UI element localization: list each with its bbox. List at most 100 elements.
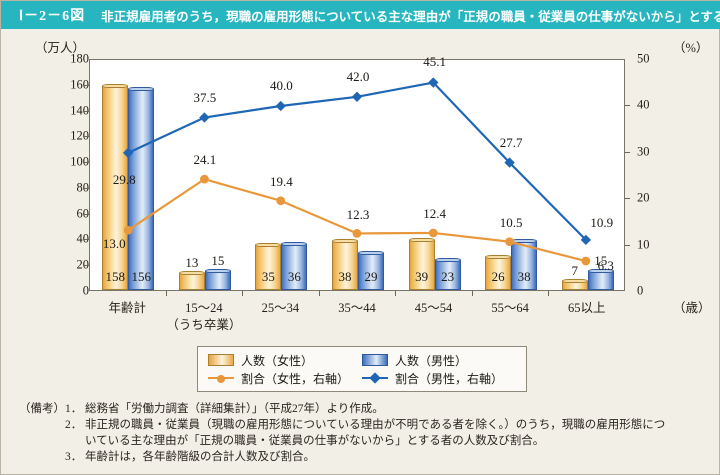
legend-label-rate-male: 割合（男性，右軸）	[395, 371, 504, 386]
left-axis-tick-mark	[84, 239, 89, 241]
rate-marker-female	[428, 228, 438, 238]
right-axis-tick-label: 20	[637, 190, 650, 205]
bar-top-cap	[587, 268, 614, 273]
rate-marker-female	[505, 237, 514, 247]
note-text-continued: いている主な理由が「正規の職員・従業員の仕事がないから」とする者の人数及び割合。	[85, 435, 545, 447]
bar-value-label: 15	[594, 252, 608, 268]
note-spacer	[19, 449, 65, 465]
rate-marker-male	[199, 112, 210, 123]
rate-value-label-male: 29.8	[112, 171, 136, 187]
rate-marker-female	[581, 256, 591, 266]
diamond-marker-icon	[369, 372, 381, 384]
bar-value-label: 13	[185, 255, 199, 271]
rate-marker-female	[276, 196, 286, 206]
bar-value-label: 7	[571, 262, 578, 278]
bar-top-cap	[434, 258, 461, 263]
bar-top-cap	[408, 237, 435, 242]
left-axis-tick-mark	[84, 84, 89, 86]
x-axis-tick-mark	[242, 291, 244, 296]
bar-top-cap	[255, 242, 282, 247]
note-text: 年齢計は，各年齢階級の合計人数及び割合。	[85, 451, 315, 463]
left-axis-tick-label: 60	[76, 206, 90, 221]
bar-value-label: 23	[441, 269, 455, 284]
bar-value-label: 26	[491, 269, 505, 284]
bar-top-cap	[178, 271, 205, 276]
left-axis-unit: （万人）	[35, 41, 86, 55]
legend-label-count-male: 人数（男性）	[395, 353, 468, 368]
left-axis-tick-mark	[84, 110, 89, 112]
note-number: 3．	[65, 451, 83, 463]
bar-male: 15	[204, 253, 231, 290]
x-axis-category-label: 45～54	[414, 301, 453, 315]
bar-top-cap	[102, 84, 129, 89]
bar-value-label: 158	[105, 269, 126, 284]
rate-value-label-female: 19.4	[270, 173, 293, 189]
note-item: （備考） 1． 総務省「労働力調査（詳細集計）」（平成27年）より作成。	[19, 401, 709, 417]
legend-row-counts: 人数（女性） 人数（男性）	[208, 351, 516, 369]
rate-value-label-female: 13.0	[102, 235, 126, 251]
rate-marker-female	[352, 229, 362, 238]
bar-value-label: 15	[211, 252, 225, 268]
rate-marker-male	[504, 157, 515, 168]
bar-top-cap	[332, 239, 358, 244]
x-axis-category-label: 25～34	[261, 301, 300, 315]
left-axis-tick-label: 180	[70, 51, 89, 66]
x-axis-category-label: 65以上	[567, 301, 606, 315]
rate-value-label-male: 37.5	[193, 90, 217, 105]
right-axis-unit: （%）	[673, 41, 709, 55]
left-axis-tick-label: 20	[76, 257, 90, 272]
rate-marker-male	[580, 234, 592, 246]
bar-top-cap	[128, 86, 155, 91]
right-axis-tick-mark	[625, 244, 630, 246]
right-axis-tick-label: 30	[637, 144, 650, 159]
legend-label-rate-female: 割合（女性，右軸）	[241, 371, 350, 386]
x-axis-category-sublabel: （うち卒業）	[166, 318, 242, 332]
right-axis-tick-mark	[625, 151, 630, 153]
note-number: 2．	[65, 419, 83, 431]
note-item-continued: いている主な理由が「正規の職員・従業員の仕事がないから」とする者の人数及び割合。	[19, 433, 709, 449]
rate-value-label-male: 45.1	[423, 53, 446, 69]
rate-marker-male	[275, 100, 286, 112]
legend-item-count-male: 人数（男性）	[362, 352, 516, 369]
figure-notes: （備考） 1． 総務省「労働力調査（詳細集計）」（平成27年）より作成。 2． …	[19, 401, 709, 465]
left-axis-tick-mark	[84, 187, 89, 189]
left-axis-tick-mark	[84, 136, 89, 138]
bar-top-cap	[485, 254, 512, 259]
bar-top-cap	[204, 268, 231, 273]
x-axis-category-label: 15～24	[185, 301, 223, 315]
bar-value-label: 39	[415, 269, 429, 284]
left-axis-tick-label: 140	[70, 103, 89, 118]
bars-layer: 158 156 13 15 35 36 38 29 39 23 26 38 7 15	[90, 60, 624, 290]
bar-value-label: 38	[517, 269, 531, 284]
right-axis-tick-label: 40	[637, 97, 650, 112]
legend-row-rates: 割合（女性，右軸） 割合（男性，右軸）	[208, 369, 516, 387]
right-axis-tick-mark	[625, 105, 630, 107]
bar-female: 158	[102, 84, 129, 290]
lines-layer	[122, 77, 592, 266]
note-text: 総務省「労働力調査（詳細集計）」（平成27年）より作成。	[85, 403, 384, 415]
bar-value-label: 35	[261, 269, 275, 284]
note-text: 非正規の職員・従業員（現職の雇用形態についている理由が不明である者を除く。）のう…	[85, 419, 666, 431]
x-axis-tick-mark	[395, 291, 397, 296]
rate-value-label-female: 12.4	[423, 206, 446, 222]
bar-female: 26	[485, 254, 512, 290]
x-axis-tick-mark	[318, 291, 320, 296]
rate-value-label-male: 42.0	[346, 69, 370, 85]
right-axis-tick-label: 50	[637, 51, 650, 66]
left-axis-tick-mark	[84, 162, 89, 164]
legend-item-count-female: 人数（女性）	[208, 352, 362, 369]
bar-top-cap	[358, 250, 384, 255]
left-axis-tick-label: 40	[76, 231, 90, 246]
bar-female: 39	[408, 237, 435, 290]
note-number: 1．	[65, 403, 83, 415]
bar-male: 23	[434, 258, 461, 290]
page-title: 非正規雇用者のうち，現職の雇用形態についている主な理由が「正規の職員・従業員の仕…	[101, 9, 720, 24]
bar-swatch-male-icon	[362, 354, 388, 366]
rate-value-label-male: 40.0	[270, 78, 293, 94]
x-axis-category-label: 年齢計	[108, 301, 147, 315]
bar-value-label: 36	[287, 269, 301, 284]
left-axis-tick-label: 100	[70, 154, 89, 169]
bar-value-label: 156	[131, 269, 152, 284]
bar-male: 29	[358, 250, 384, 290]
bar-female: 13	[178, 255, 205, 290]
